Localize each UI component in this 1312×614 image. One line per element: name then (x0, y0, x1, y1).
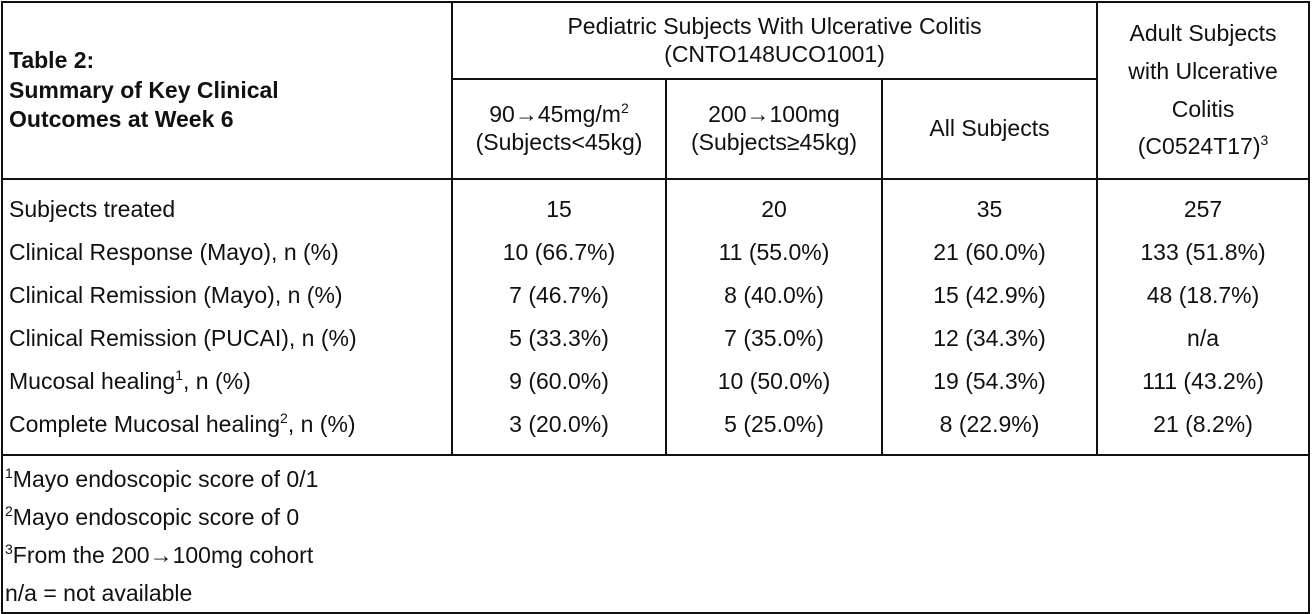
data-block: Subjects treated Clinical Response (Mayo)… (1, 178, 1311, 456)
footnotes-row: 1Mayo endoscopic score of 0/1 2Mayo endos… (0, 454, 1311, 614)
table-cell: 20 (761, 196, 787, 222)
col-header-over-45kg: 200→100mg (Subjects≥45kg) (665, 78, 883, 180)
table-cell: 5 (25.0%) (724, 411, 824, 437)
footnote: n/a = not available (5, 580, 193, 606)
table-title-line: Outcomes at Week 6 (9, 106, 234, 133)
table-cell: 9 (60.0%) (509, 368, 609, 394)
table-cell: 8 (40.0%) (724, 282, 824, 308)
footnote-marker: 2 (5, 503, 13, 519)
table-cell: 48 (18.7%) (1146, 282, 1260, 308)
table-cell: 10 (66.7%) (502, 239, 616, 265)
adult-header-line: Colitis (1171, 95, 1235, 122)
footnote: 1Mayo endoscopic score of 0/1 (5, 465, 319, 492)
table-cell: n/a (1187, 325, 1220, 351)
table-cell: 7 (35.0%) (724, 325, 824, 351)
row-label: Mucosal healing1, n (%) (9, 367, 251, 394)
table-title-line: Summary of Key Clinical (9, 76, 279, 103)
adult-header-study-id: (C0524T17)3 (1137, 132, 1269, 160)
table-cell: 12 (34.3%) (933, 325, 1046, 351)
pediatric-group-header: Pediatric Subjects With Ulcerative Colit… (450, 1, 1099, 80)
table-cell: 7 (46.7%) (509, 282, 609, 308)
adult-group-header: Adult Subjects with Ulcerative Colitis (… (1096, 1, 1311, 180)
table-cell: 19 (54.3%) (933, 368, 1046, 394)
adult-header-line: with Ulcerative (1128, 57, 1278, 84)
table-cell: 10 (50.0%) (717, 368, 831, 394)
footnote: 3From the 200→100mg cohort (5, 541, 314, 568)
superscript: 2 (620, 100, 629, 117)
footnote-marker: 1 (5, 465, 13, 481)
table-title-number: Table 2: (9, 47, 95, 74)
footnotes: 1Mayo endoscopic score of 0/1 2Mayo endos… (0, 454, 1311, 614)
table-cell: 111 (43.2%) (1142, 368, 1264, 394)
values-column-under-45kg: 15 10 (66.7%) 7 (46.7%) 5 (33.3%) 9 (60.0%) 3… (451, 178, 667, 456)
footnote-ref: 3 (1260, 132, 1269, 149)
table-cell: 5 (33.3%) (509, 325, 609, 351)
table-cell: 21 (8.2%) (1153, 411, 1253, 437)
table-cell: 15 (42.9%) (933, 282, 1046, 308)
values-column-adult: 257 133 (51.8%) 48 (18.7%) n/a 111 (43.2%) 21… (1096, 178, 1311, 456)
table-cell: 8 (22.9%) (939, 411, 1040, 437)
table-title: Table 2: Summary of Key Clinical Outcome… (1, 1, 453, 180)
table-cell: 21 (60.0%) (933, 239, 1046, 265)
adult-header-line: Adult Subjects (1129, 19, 1277, 46)
footnote-ref: 1 (175, 367, 184, 383)
col-header-under-45kg: 90→45mg/m2 (Subjects<45kg) (451, 78, 667, 180)
row-label: Clinical Response (Mayo), n (%) (9, 239, 339, 265)
row-labels-column: Subjects treated Clinical Response (Mayo)… (1, 178, 453, 456)
table-cell: 15 (546, 196, 572, 222)
pediatric-header-title: Pediatric Subjects With Ulcerative Colit… (567, 12, 982, 39)
row-label: Subjects treated (9, 196, 176, 222)
footnote: 2Mayo endoscopic score of 0 (5, 503, 300, 530)
table-cell: 3 (20.0%) (509, 411, 609, 437)
footnote-marker: 3 (5, 541, 13, 557)
row-label: Clinical Remission (PUCAI), n (%) (9, 325, 357, 351)
table-cell: 11 (55.0%) (718, 239, 830, 265)
table-cell: 35 (976, 196, 1003, 222)
pediatric-header-study-id: (CNTO148UCO1001) (664, 40, 885, 67)
row-label: Complete Mucosal healing2, n (%) (9, 410, 356, 437)
values-column-all-subjects: 35 21 (60.0%) 15 (42.9%) 12 (34.3%) 19 (54.3… (880, 178, 1099, 456)
table-cell: 257 (1183, 196, 1223, 222)
row-label: Clinical Remission (Mayo), n (%) (9, 282, 343, 308)
values-column-over-45kg: 20 11 (55.0%) 8 (40.0%) 7 (35.0%) 10 (50.0%)… (665, 178, 883, 456)
table-cell: 133 (51.8%) (1140, 239, 1266, 265)
footnote-ref: 2 (280, 410, 288, 426)
col-header-all-subjects: All Subjects (880, 78, 1099, 180)
